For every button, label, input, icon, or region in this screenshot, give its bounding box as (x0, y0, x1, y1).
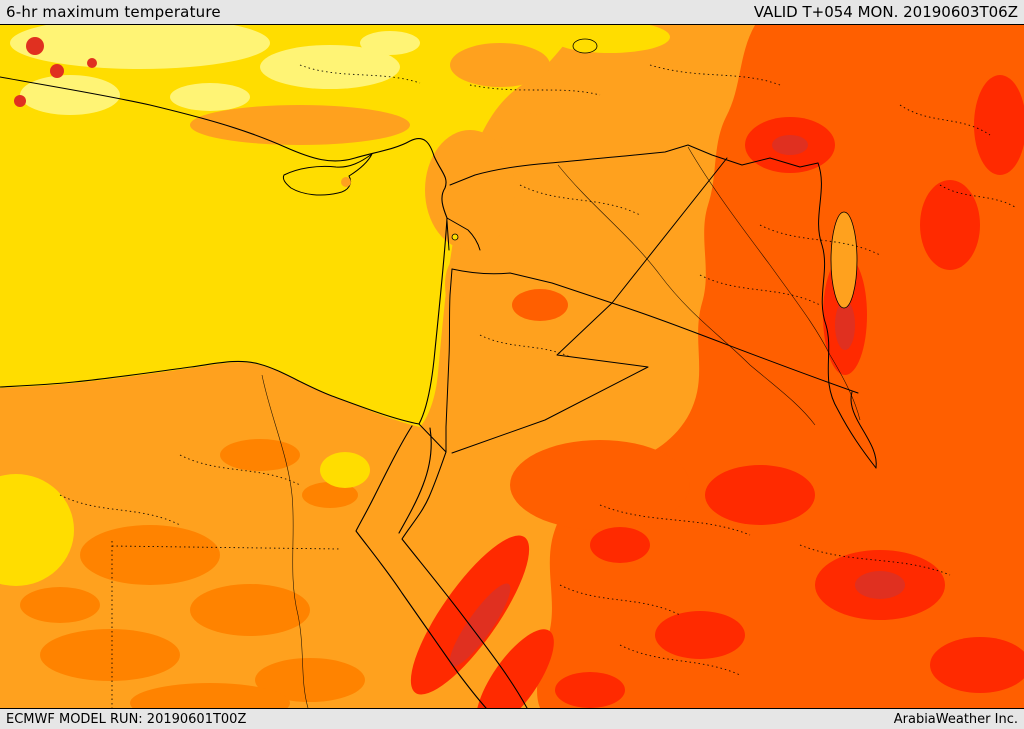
hottest-patch (930, 637, 1024, 693)
warm-patch (510, 85, 580, 115)
admin-line (299, 64, 421, 84)
valid-time-label: VALID T+054 MON. 20190603T06Z (753, 3, 1018, 21)
syria-iraq-border (611, 157, 728, 304)
lake (572, 38, 598, 54)
country-borders (418, 144, 877, 469)
cool-region-mediterranean (0, 25, 580, 427)
coolest-patch (260, 45, 400, 89)
hot-region-east (537, 25, 1024, 708)
coolest-patch (170, 83, 250, 111)
admin-line (699, 274, 821, 306)
temperature-map (0, 25, 1024, 708)
map-footer: ECMWF MODEL RUN: 20190601T00Z ArabiaWeat… (0, 708, 1024, 729)
hot-patch (80, 525, 220, 585)
hot-patch (512, 289, 568, 321)
admin-line (519, 184, 641, 216)
hot-speck (14, 95, 26, 107)
red-sea-hot-strip (476, 629, 554, 708)
cool-patch-west (0, 474, 74, 586)
map-header: 6-hr maximum temperature VALID T+054 MON… (0, 0, 1024, 25)
jordan-river-border (445, 220, 453, 453)
euphrates-river (557, 164, 816, 426)
admin-line (759, 224, 881, 256)
map-area (0, 25, 1024, 708)
egypt-sudan-border (111, 545, 341, 550)
admin-line (619, 644, 741, 676)
iraq-iran-border (817, 162, 877, 469)
hottest-patch (920, 180, 980, 270)
tigris-river (687, 146, 861, 421)
admin-line (479, 334, 571, 358)
hot-patch (510, 440, 690, 530)
saudi-iraq-border (611, 302, 859, 394)
turkey-syria-iraq-border (449, 144, 819, 186)
hot-patch (130, 683, 290, 708)
hot-patch (302, 482, 358, 508)
warm-patch (190, 105, 410, 145)
nile-river (261, 374, 309, 708)
rivers (261, 146, 861, 708)
model-run-label: ECMWF MODEL RUN: 20190601T00Z (6, 711, 247, 727)
hot-patch (190, 584, 310, 636)
lake-galilee (451, 233, 459, 241)
admin-line (559, 584, 681, 616)
hot-patch (40, 629, 180, 681)
admin-boundaries-dotted (59, 64, 1016, 708)
hot-speck (50, 64, 64, 78)
red-sea-west-shore (355, 425, 487, 708)
red-sea-east-shore (401, 451, 528, 708)
hottest-core (772, 135, 808, 155)
cool-patch-sinai (320, 452, 370, 488)
admin-line (799, 544, 951, 576)
red-sea-hot-core (449, 583, 511, 667)
gulf-of-aqaba-west-shore (398, 427, 432, 534)
hottest-patch (555, 672, 625, 708)
hot-patch (20, 587, 100, 623)
jordan-saudi-border (451, 302, 649, 454)
admin-line (59, 494, 181, 526)
hottest-patch (655, 611, 745, 659)
hottest-core (855, 571, 905, 599)
israel-egypt-border (418, 423, 447, 453)
hottest-patch (705, 465, 815, 525)
coolest-patch (360, 31, 420, 55)
warm-patch (445, 260, 465, 310)
admin-line (179, 454, 301, 486)
warm-patch (450, 43, 550, 87)
hot-patch (255, 658, 365, 702)
hot-patch (220, 439, 300, 471)
persian-gulf (830, 211, 858, 309)
jordan-north-border (451, 268, 613, 304)
hottest-patch (590, 527, 650, 563)
brand-label: ArabiaWeather Inc. (893, 711, 1018, 727)
hot-speck (26, 37, 44, 55)
hottest-core (835, 300, 855, 350)
admin-line (599, 504, 751, 536)
red-sea-hot-strip (410, 535, 530, 695)
gulf-head-coast (850, 391, 877, 469)
hot-speck (87, 58, 97, 68)
warm-patch (425, 130, 515, 250)
hottest-patch (974, 75, 1024, 175)
coolest-patch (20, 75, 120, 115)
cyprus-warm-spot (341, 177, 351, 187)
coolest-patch (10, 25, 270, 69)
temperature-fill-regions (0, 25, 1024, 708)
map-title: 6-hr maximum temperature (6, 3, 221, 21)
lebanon-syria-border (446, 217, 481, 251)
admin-line (469, 84, 601, 96)
admin-line (649, 64, 781, 86)
